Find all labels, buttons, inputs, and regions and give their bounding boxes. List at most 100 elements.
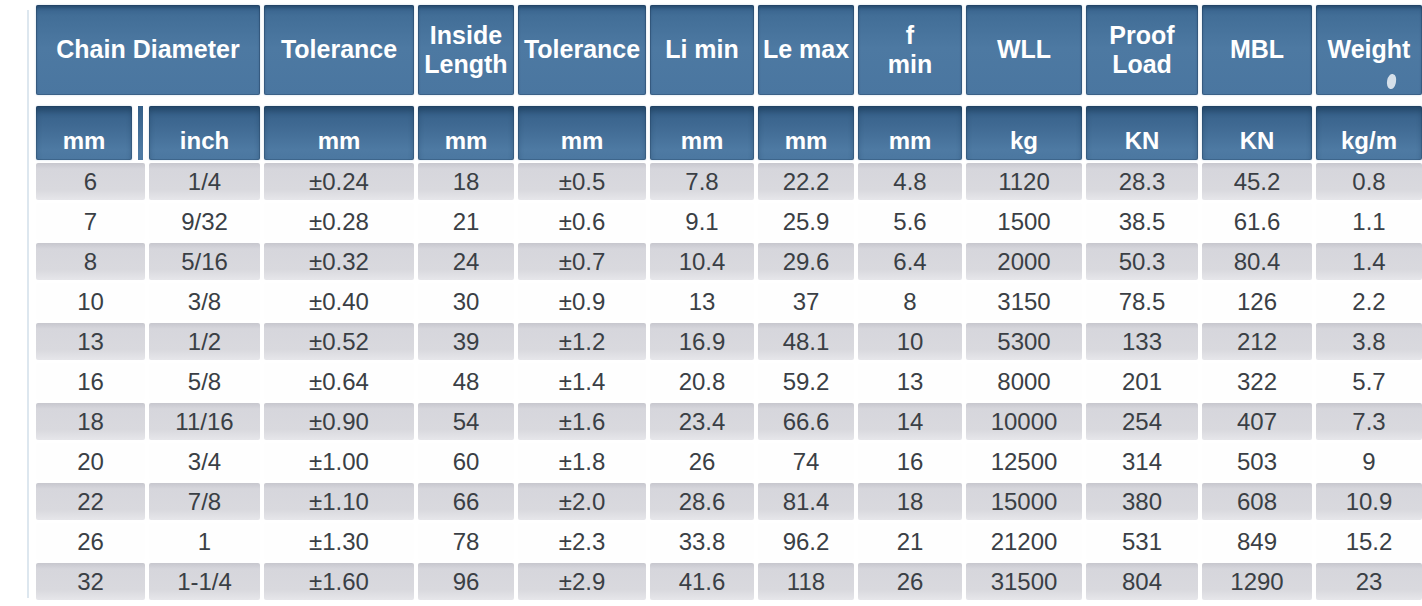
table-cell: 25.9 [758,203,854,240]
table-cell: ±1.60 [264,563,414,600]
table-cell: 1.1 [1316,203,1422,240]
table-cell: 322 [1202,363,1312,400]
table-cell: 48 [418,363,514,400]
table-cell: 32 [36,563,145,600]
table-cell: 39 [418,323,514,360]
table-cell: ±1.00 [264,443,414,480]
header-chain-diameter: Chain Diameter [36,5,260,95]
unit-tolerance-mm: mm [264,106,414,160]
table-cell: ±0.32 [264,243,414,280]
table-cell: ±2.9 [518,563,646,600]
table-cell: 9/32 [149,203,260,240]
chain-specification-table-page: Chain Diameter Tolerance Inside Length T… [0,0,1422,606]
header-li-min: Li min [650,5,754,95]
table-cell: 10 [858,323,962,360]
table-cell: 48.1 [758,323,854,360]
table-cell: 4.8 [858,163,962,200]
table-cell: 20.8 [650,363,754,400]
table-cell: 15.2 [1316,523,1422,560]
unit-li-min-mm: mm [650,106,754,160]
table-cell: 5/16 [149,243,260,280]
table-cell: 1500 [966,203,1082,240]
table-cell: 59.2 [758,363,854,400]
table-cell: ±0.40 [264,283,414,320]
table-cell: 1/4 [149,163,260,200]
table-cell: 66 [418,483,514,520]
table-cell: 45.2 [1202,163,1312,200]
table-cell: 3/8 [149,283,260,320]
header-f-min: f min [858,5,962,95]
table-cell: ±1.6 [518,403,646,440]
unit-diameter-mm: mm [36,106,132,160]
header-wll: WLL [966,5,1082,95]
table-cell: ±1.2 [518,323,646,360]
table-cell: 74 [758,443,854,480]
table-cell: 254 [1086,403,1198,440]
table-cell: 15000 [966,483,1082,520]
table-cell: ±0.28 [264,203,414,240]
table-cell: 1-1/4 [149,563,260,600]
table-cell: 96 [418,563,514,600]
header-inside-length: Inside Length [418,5,514,95]
table-cell: 5/8 [149,363,260,400]
table-cell: 849 [1202,523,1312,560]
table-cell: 212 [1202,323,1312,360]
table-cell: 8000 [966,363,1082,400]
table-cell: 16 [36,363,145,400]
unit-tolerance2-mm: mm [518,106,646,160]
table-cell: 5300 [966,323,1082,360]
table-cell: 38.5 [1086,203,1198,240]
table-cell: 7/8 [149,483,260,520]
table-cell: 29.6 [758,243,854,280]
table-cell: 11/16 [149,403,260,440]
table-cell: 66.6 [758,403,854,440]
scan-artifact-line [27,10,29,598]
table-cell: ±0.5 [518,163,646,200]
table-cell: 10 [36,283,145,320]
table-cell: 30 [418,283,514,320]
table-cell: 18 [858,483,962,520]
table-cell: ±0.6 [518,203,646,240]
table-cell: 1/2 [149,323,260,360]
header-weight: Weight [1316,5,1422,95]
table-cell: 23 [1316,563,1422,600]
table-cell: 26 [36,523,145,560]
table-cell: 2000 [966,243,1082,280]
table-cell: 1120 [966,163,1082,200]
table-cell: ±2.0 [518,483,646,520]
table-cell: 6 [36,163,145,200]
table-cell: 7 [36,203,145,240]
table-cell: 5.7 [1316,363,1422,400]
table-cell: 28.6 [650,483,754,520]
table-cell: 804 [1086,563,1198,600]
table-cell: 13 [36,323,145,360]
unit-diameter-inch: inch [149,106,260,160]
table-cell: 10.9 [1316,483,1422,520]
table-cell: 22 [36,483,145,520]
table-cell: 503 [1202,443,1312,480]
chain-specification-table: Chain Diameter Tolerance Inside Length T… [36,5,1422,600]
table-cell: 50.3 [1086,243,1198,280]
table-cell: 21200 [966,523,1082,560]
table-cell: 7.3 [1316,403,1422,440]
table-cell: ±1.4 [518,363,646,400]
table-cell: 0.8 [1316,163,1422,200]
double-rule-artifact [136,106,145,160]
table-cell: 24 [418,243,514,280]
smudge-artifact [1386,73,1398,90]
table-cell: 407 [1202,403,1312,440]
table-cell: 1 [149,523,260,560]
table-cell: 10.4 [650,243,754,280]
table-cell: 60 [418,443,514,480]
table-cell: 33.8 [650,523,754,560]
table-cell: 54 [418,403,514,440]
table-cell: 10000 [966,403,1082,440]
table-cell: 9 [1316,443,1422,480]
table-cell: 5.6 [858,203,962,240]
table-cell: 28.3 [1086,163,1198,200]
table-cell: 118 [758,563,854,600]
table-cell: 8 [858,283,962,320]
table-cell: 21 [858,523,962,560]
table-cell: 12500 [966,443,1082,480]
table-cell: 81.4 [758,483,854,520]
